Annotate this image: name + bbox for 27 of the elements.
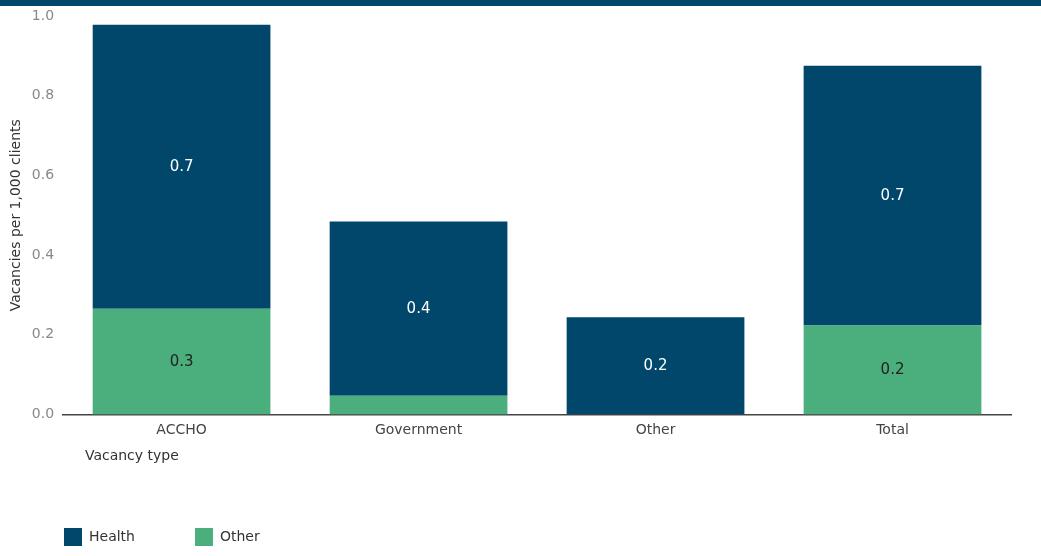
legend-label: Other bbox=[219, 527, 260, 544]
data-label: 0.2 bbox=[643, 355, 668, 374]
y-tick-label: 0.2 bbox=[31, 325, 55, 342]
data-label: 0.7 bbox=[169, 156, 194, 175]
y-tick-label: 0.8 bbox=[31, 86, 55, 103]
bar bbox=[92, 24, 271, 309]
data-label: 0.3 bbox=[169, 351, 194, 370]
bar bbox=[803, 65, 982, 326]
legend-title: Vacancy type bbox=[84, 446, 179, 463]
y-axis-title: Vacancies per 1,000 clients bbox=[7, 119, 24, 312]
data-label: 0.7 bbox=[880, 185, 905, 204]
y-tick-label: 0.4 bbox=[31, 245, 55, 262]
x-tick-label: ACCHO bbox=[156, 421, 207, 438]
y-tick-label: 0.0 bbox=[31, 405, 55, 422]
y-tick-label: 0.6 bbox=[31, 166, 55, 182]
x-tick-label: Other bbox=[635, 421, 676, 438]
bar bbox=[803, 325, 982, 415]
bar bbox=[329, 395, 508, 415]
bar bbox=[329, 221, 508, 396]
y-tick-label: 1.0 bbox=[31, 6, 55, 23]
x-tick-label: Total bbox=[875, 421, 909, 438]
bar bbox=[92, 308, 271, 415]
legend-label: Health bbox=[89, 527, 135, 544]
x-tick-label: Government bbox=[374, 421, 463, 438]
data-label: 0.4 bbox=[406, 298, 431, 317]
bar bbox=[566, 317, 745, 415]
data-label: 0.2 bbox=[880, 359, 905, 378]
